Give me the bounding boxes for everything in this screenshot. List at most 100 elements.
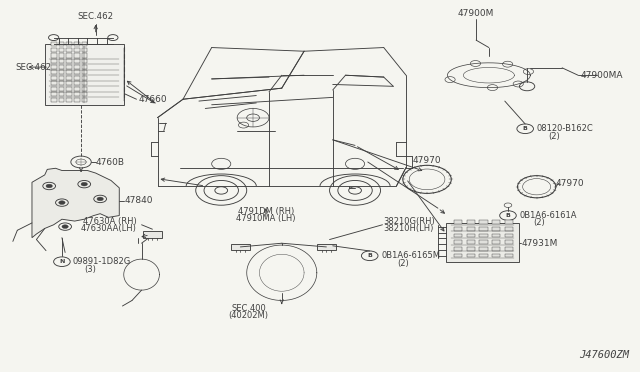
Bar bbox=[505, 227, 513, 231]
Bar bbox=[492, 247, 500, 251]
Bar bbox=[74, 48, 80, 52]
FancyBboxPatch shape bbox=[446, 223, 520, 262]
Bar bbox=[82, 98, 88, 102]
Text: 47630AA(LH): 47630AA(LH) bbox=[81, 224, 136, 233]
Bar bbox=[479, 234, 488, 237]
Text: (40202M): (40202M) bbox=[228, 311, 269, 320]
FancyBboxPatch shape bbox=[317, 244, 336, 250]
Text: SEC.462: SEC.462 bbox=[15, 62, 52, 72]
Bar bbox=[59, 98, 65, 102]
Bar bbox=[479, 220, 488, 224]
Bar bbox=[505, 240, 513, 244]
Text: SEC.400: SEC.400 bbox=[231, 304, 266, 313]
Text: (2): (2) bbox=[397, 259, 410, 268]
Bar bbox=[51, 92, 57, 96]
Bar bbox=[505, 220, 513, 224]
Bar bbox=[51, 76, 57, 80]
Bar bbox=[67, 54, 72, 58]
Bar bbox=[67, 98, 72, 102]
Bar bbox=[467, 220, 475, 224]
Text: 0B1A6-6165M: 0B1A6-6165M bbox=[381, 251, 440, 260]
Text: B: B bbox=[523, 126, 527, 131]
Bar bbox=[51, 70, 57, 74]
Bar bbox=[454, 227, 462, 231]
Bar bbox=[492, 227, 500, 231]
Bar bbox=[505, 234, 513, 237]
Bar bbox=[67, 59, 72, 63]
Bar bbox=[82, 81, 88, 85]
Circle shape bbox=[46, 184, 52, 188]
Bar bbox=[74, 64, 80, 68]
Bar bbox=[51, 81, 57, 85]
Bar bbox=[59, 64, 65, 68]
Text: N: N bbox=[60, 259, 65, 264]
Bar bbox=[59, 87, 65, 91]
Bar bbox=[59, 81, 65, 85]
Polygon shape bbox=[32, 168, 119, 238]
Bar bbox=[467, 227, 475, 231]
Bar bbox=[82, 87, 88, 91]
Text: 4791DM (RH): 4791DM (RH) bbox=[237, 206, 294, 216]
Bar bbox=[454, 254, 462, 257]
Circle shape bbox=[97, 197, 103, 201]
Bar bbox=[74, 70, 80, 74]
Text: 4760B: 4760B bbox=[96, 157, 125, 167]
Bar bbox=[454, 234, 462, 237]
Bar bbox=[74, 87, 80, 91]
Text: 47900M: 47900M bbox=[458, 9, 494, 18]
Text: 47970: 47970 bbox=[413, 155, 442, 164]
Text: (2): (2) bbox=[534, 218, 545, 227]
Text: 47910MA (LH): 47910MA (LH) bbox=[236, 214, 296, 222]
Bar bbox=[479, 240, 488, 244]
Bar bbox=[82, 92, 88, 96]
Bar bbox=[51, 54, 57, 58]
Bar bbox=[492, 220, 500, 224]
Text: 47900MA: 47900MA bbox=[580, 71, 623, 80]
FancyBboxPatch shape bbox=[45, 44, 124, 105]
Bar bbox=[67, 70, 72, 74]
Bar bbox=[467, 234, 475, 237]
Bar bbox=[51, 48, 57, 52]
Bar bbox=[82, 48, 88, 52]
Bar bbox=[59, 92, 65, 96]
Text: B: B bbox=[367, 253, 372, 258]
Text: 0B1A6-6161A: 0B1A6-6161A bbox=[520, 211, 577, 220]
Bar bbox=[74, 54, 80, 58]
Bar bbox=[492, 254, 500, 257]
Bar bbox=[82, 59, 88, 63]
Bar bbox=[467, 254, 475, 257]
Bar bbox=[67, 81, 72, 85]
Bar bbox=[51, 59, 57, 63]
Bar bbox=[454, 220, 462, 224]
Text: 08120-B162C: 08120-B162C bbox=[537, 124, 593, 133]
Text: J47600ZM: J47600ZM bbox=[579, 350, 629, 360]
Text: 38210H(LH): 38210H(LH) bbox=[384, 224, 434, 233]
Bar bbox=[454, 240, 462, 244]
Bar bbox=[479, 254, 488, 257]
Bar bbox=[67, 87, 72, 91]
Bar bbox=[51, 87, 57, 91]
Bar bbox=[67, 42, 72, 46]
Text: 09891-1D82G: 09891-1D82G bbox=[73, 257, 131, 266]
Circle shape bbox=[62, 225, 68, 228]
Bar bbox=[82, 54, 88, 58]
Text: SEC.462: SEC.462 bbox=[77, 12, 114, 20]
Bar bbox=[67, 64, 72, 68]
Bar bbox=[82, 70, 88, 74]
Bar bbox=[67, 92, 72, 96]
Text: B: B bbox=[506, 213, 511, 218]
Bar bbox=[74, 59, 80, 63]
Bar bbox=[467, 247, 475, 251]
Text: 47970: 47970 bbox=[556, 179, 584, 187]
FancyBboxPatch shape bbox=[231, 244, 250, 250]
Text: 47931M: 47931M bbox=[522, 239, 557, 248]
Bar bbox=[454, 247, 462, 251]
Bar bbox=[51, 42, 57, 46]
Text: 47840: 47840 bbox=[124, 196, 153, 205]
Text: 38210G(RH): 38210G(RH) bbox=[384, 217, 435, 225]
Bar bbox=[467, 240, 475, 244]
Text: 47630A (RH): 47630A (RH) bbox=[83, 217, 136, 225]
Bar bbox=[82, 76, 88, 80]
Bar bbox=[59, 42, 65, 46]
Bar bbox=[59, 48, 65, 52]
